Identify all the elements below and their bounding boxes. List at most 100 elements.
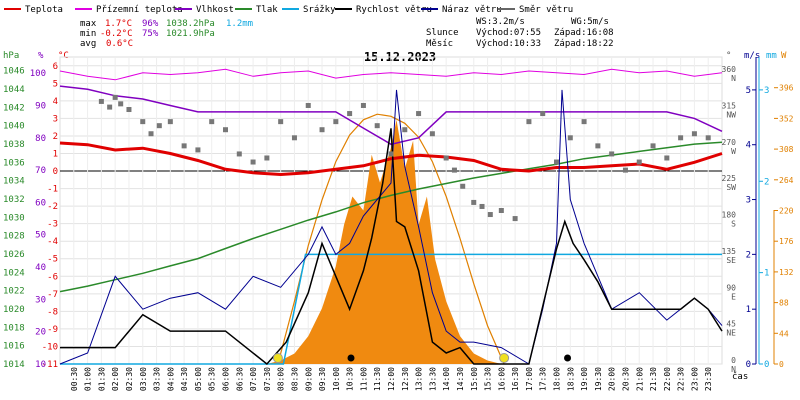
pressure-tick: 1030 xyxy=(3,213,25,223)
info-block: WS:3.2m/s WG:5m/s Slunce Východ:07:55 Zá… xyxy=(426,17,614,49)
wind-direction-point xyxy=(540,111,546,117)
time-tick: 02:00 xyxy=(111,367,120,391)
time-tick: 05:00 xyxy=(194,367,203,391)
pressure-tick: 1028 xyxy=(3,232,25,242)
solar-radiation-area xyxy=(266,119,502,364)
wind-speed-line xyxy=(60,128,723,366)
wind-direction-point xyxy=(705,135,711,141)
humidity-tick: 20 xyxy=(35,328,46,338)
time-tick: 22:30 xyxy=(677,367,686,391)
wind-direction-point xyxy=(250,159,256,165)
time-tick: 18:30 xyxy=(566,367,575,391)
wind-direction-point xyxy=(278,119,284,125)
humidity-tick: 10 xyxy=(35,360,46,370)
temperature-tick: -10 xyxy=(42,342,58,352)
time-tick: 04:00 xyxy=(166,367,175,391)
time-tick: 22:00 xyxy=(663,367,672,391)
wind-direction-point xyxy=(636,159,642,165)
wind-direction-point xyxy=(264,155,270,161)
pressure-tick: 1044 xyxy=(3,85,25,95)
wind-direction-point xyxy=(223,127,228,133)
info-gust: WG:5m/s xyxy=(571,17,609,27)
direction-tick: 45 xyxy=(726,320,736,329)
wind-direction-point xyxy=(156,123,162,129)
time-tick: 19:30 xyxy=(594,367,603,391)
wind-direction-point xyxy=(148,131,154,137)
temperature-tick: -4 xyxy=(47,237,58,247)
legend-label: Rychlost větru xyxy=(356,5,432,15)
rain-line xyxy=(60,253,722,365)
wind-direction-point xyxy=(554,159,559,165)
direction-label: E xyxy=(731,292,736,301)
temperature-tick: 5 xyxy=(53,79,58,89)
pressure-tick: 1022 xyxy=(3,287,25,297)
legend-label: Vlhkost xyxy=(196,5,234,15)
time-tick: 17:30 xyxy=(539,367,548,391)
time-tick: 03:30 xyxy=(153,367,162,391)
wind-direction-point xyxy=(487,212,493,218)
wind-direction-point xyxy=(650,143,656,149)
time-tick: 14:30 xyxy=(456,367,465,391)
solar-tick: 0 xyxy=(779,360,784,369)
axes: -11-10-9-8-7-6-5-4-3-2-10123456101410161… xyxy=(3,57,794,391)
direction-tick: 135 xyxy=(722,247,737,256)
wind-direction-point xyxy=(581,119,587,125)
time-tick: 09:00 xyxy=(304,367,313,391)
wind-direction-point xyxy=(347,111,353,117)
sun-marker xyxy=(499,353,510,363)
temperature-tick: -2 xyxy=(47,202,58,212)
info-sun-label: Slunce xyxy=(426,28,459,38)
legend: Teplota Přízemní teplota Vlhkost Tlak Srážky… xyxy=(4,5,573,15)
stats-avg-label: avg xyxy=(80,39,96,49)
info-moonrise: Východ:10:33 xyxy=(476,39,541,49)
time-tick: 15:30 xyxy=(484,367,493,391)
direction-tick: 315 xyxy=(722,102,737,111)
time-tick: 13:00 xyxy=(415,367,424,391)
legend-label: Přízemní teplota xyxy=(96,5,183,15)
solar-tick: 220 xyxy=(779,207,794,216)
ground-temperature-line xyxy=(59,68,723,81)
plot-area xyxy=(59,68,723,366)
solar-tick: 308 xyxy=(779,145,794,154)
solar-tick: 176 xyxy=(779,237,794,246)
wind-direction-point xyxy=(236,151,242,157)
time-tick: 00:30 xyxy=(70,367,79,391)
solar-unit: W xyxy=(781,51,787,61)
time-tick: 10:30 xyxy=(346,367,355,391)
info-sunrise: Východ:07:55 xyxy=(476,28,541,38)
rain-tick: 1 xyxy=(764,269,769,279)
rain-tick: 0 xyxy=(764,360,769,370)
pressure-tick: 1032 xyxy=(3,195,25,205)
solar-tick: 44 xyxy=(779,329,789,338)
time-tick: 08:30 xyxy=(290,367,299,391)
time-tick: 07:30 xyxy=(263,367,272,391)
time-tick: 16:30 xyxy=(511,367,520,391)
wind-direction-point xyxy=(126,107,132,113)
stats-block: max 1.7°C 96% 1038.2hPa 1.2mm min -0.2°C… xyxy=(80,19,253,49)
wind-tick: 3 xyxy=(746,196,751,206)
wind-direction-point xyxy=(622,167,628,173)
temperature-tick: -6 xyxy=(47,272,58,282)
info-wind: WS:3.2m/s xyxy=(476,17,525,27)
temperature-tick: 3 xyxy=(53,114,58,124)
time-tick: 09:30 xyxy=(318,367,327,391)
time-tick: 06:30 xyxy=(235,367,244,391)
direction-tick: 90 xyxy=(726,283,736,292)
wind-direction-point xyxy=(319,127,325,133)
legend-label: Srážky xyxy=(303,5,336,15)
wind-direction-point xyxy=(209,119,215,125)
direction-unit: ° xyxy=(726,51,731,61)
time-tick: 21:30 xyxy=(649,367,658,391)
wind-direction-point xyxy=(291,135,297,141)
pressure-tick: 1024 xyxy=(3,268,25,278)
wind-direction-point xyxy=(443,155,449,161)
wind-direction-point xyxy=(107,104,113,110)
wind-direction-point xyxy=(595,143,601,149)
wind-tick: 1 xyxy=(746,305,751,315)
pressure-tick: 1018 xyxy=(3,323,25,333)
rain-tick: 2 xyxy=(764,177,769,187)
pressure-tick: 1026 xyxy=(3,250,25,260)
direction-label: SW xyxy=(726,183,736,192)
wind-direction-point xyxy=(167,119,173,125)
wind-direction-point xyxy=(195,147,201,153)
